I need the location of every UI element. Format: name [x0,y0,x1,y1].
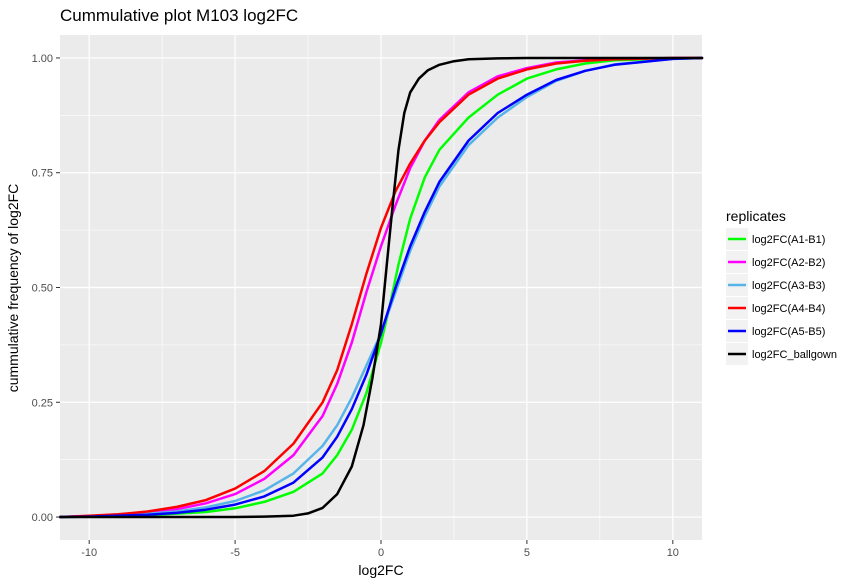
legend-label: log2FC(A5-B5) [752,326,825,338]
legend-label: log2FC(A3-B3) [752,280,825,292]
x-tick-label: 5 [524,547,530,559]
y-axis-ticks: 0.00 0.25 0.50 0.75 1.00 [32,53,60,524]
legend-label: log2FC(A2-B2) [752,257,825,269]
x-tick-label: -10 [81,547,97,559]
series-line [58,56,704,519]
y-tick-label: 0.75 [32,168,53,180]
x-tick-label: -5 [230,547,240,559]
y-tick-label: 0.25 [32,397,53,409]
x-tick-label: 10 [667,547,679,559]
legend-label: log2FC(A4-B4) [752,303,825,315]
x-axis-title: log2FC [358,562,403,578]
chart-title: Cummulative plot M103 log2FC [60,6,298,25]
y-axis-title: cummulative frequency of log2FC [5,184,21,393]
series-line [58,56,704,519]
legend-label: log2FC(A1-B1) [752,234,825,246]
y-tick-label: 0.50 [32,283,53,295]
x-tick-label: 0 [378,547,384,559]
series-lines [58,56,704,519]
y-tick-label: 1.00 [32,53,53,65]
legend-label: log2FC_ballgown [752,349,837,361]
series-line [58,56,704,519]
grid-major [60,35,702,540]
legend: replicates log2FC(A1-B1)log2FC(A2-B2)log… [726,208,837,365]
legend-items: log2FC(A1-B1) log2FC(A2-B2) log2FC(A3-B3) l… [726,228,837,365]
legend-title: replicates [726,208,786,224]
y-tick-label: 0.00 [32,512,53,524]
x-axis-ticks: -10 -5 0 5 10 [81,540,679,559]
